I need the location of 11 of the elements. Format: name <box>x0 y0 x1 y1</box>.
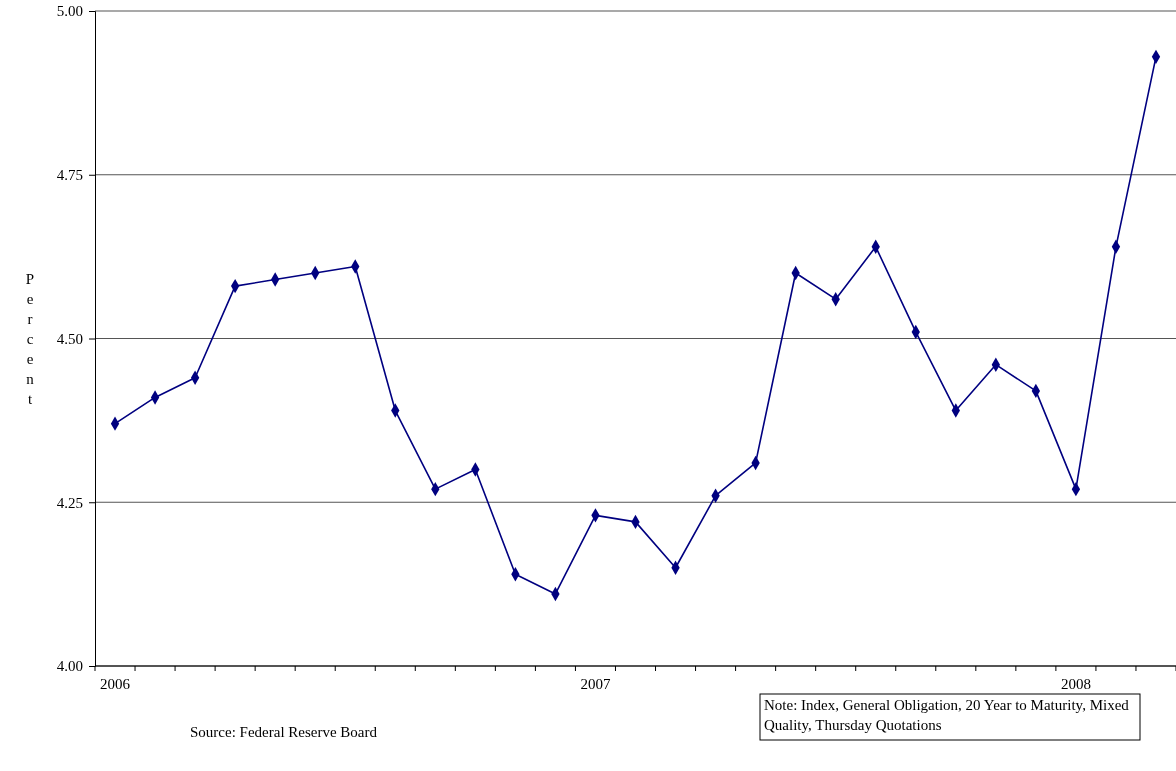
y-tick-label: 4.00 <box>56 658 83 675</box>
x-tick-label: 2008 <box>1060 676 1091 692</box>
y-tick-label: 4.50 <box>56 330 83 347</box>
x-tick-label: 2007 <box>580 676 611 692</box>
y-axis-title: Percent <box>25 270 35 407</box>
x-tick-label: 2006 <box>100 676 131 692</box>
y-tick-label: 5.00 <box>56 3 83 20</box>
text: Note: Index, General Obligation, 20 Year to Maturity, Mixed Quality, Thursday Quotations <box>764 697 1130 733</box>
y-tick-label: 4.25 <box>56 494 83 511</box>
source-note: Source: Federal Reserve Board <box>190 724 378 740</box>
y-tick-label: 4.75 <box>56 167 83 184</box>
